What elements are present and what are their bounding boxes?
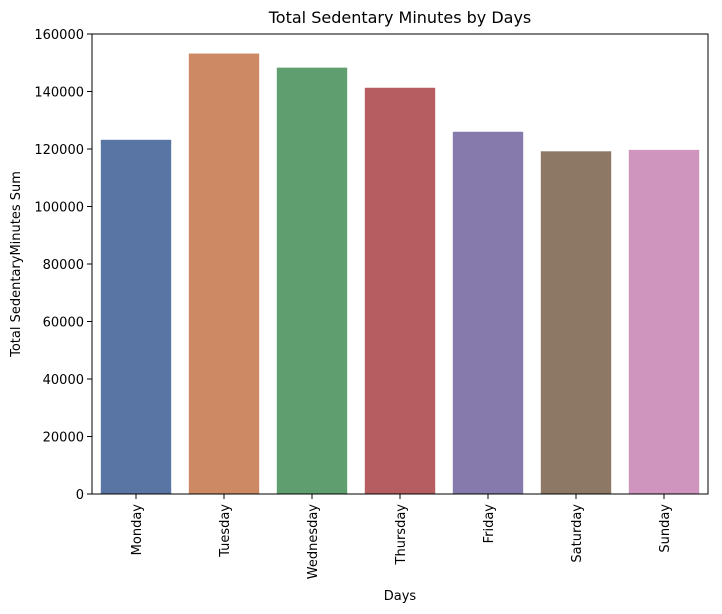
- x-axis: Monday Tuesday Wednesday Thursday Friday Satu…: [130, 494, 673, 579]
- bar-saturday: [540, 151, 612, 495]
- chart-title: Total Sedentary Minutes by Days: [268, 8, 532, 27]
- bar-wednesday: [276, 67, 348, 494]
- y-tick-label: 160000: [34, 28, 84, 43]
- x-tick-label-saturday: Saturday: [570, 504, 585, 563]
- x-axis-label: Days: [384, 589, 417, 604]
- plot-frame: [91, 33, 709, 495]
- x-tick-label-thursday: Thursday: [394, 504, 409, 566]
- x-tick-label-monday: Monday: [130, 504, 145, 556]
- bar-monday: [100, 139, 172, 495]
- x-tick-label-friday: Friday: [482, 504, 497, 544]
- y-axis: 0 20000 40000 60000 80000 100000 120000 140000 1…: [34, 28, 92, 503]
- x-tick-label-sunday: Sunday: [658, 504, 673, 553]
- bars-group: [100, 53, 700, 495]
- y-tick-label: 20000: [43, 431, 84, 446]
- y-tick-label: 140000: [34, 86, 84, 101]
- x-tick-label-tuesday: Tuesday: [218, 504, 233, 558]
- bar-tuesday: [188, 53, 260, 495]
- y-tick-label: 40000: [43, 373, 84, 388]
- y-tick-label: 80000: [43, 258, 84, 273]
- y-tick-label: 0: [76, 488, 84, 503]
- x-tick-label-wednesday: Wednesday: [306, 504, 321, 580]
- bar-friday: [452, 131, 524, 494]
- y-tick-label: 100000: [34, 201, 84, 216]
- y-tick-label: 120000: [34, 143, 84, 158]
- y-axis-label: Total SedentaryMinutes Sum: [9, 171, 24, 358]
- bar-sunday: [628, 149, 700, 495]
- y-tick-label: 60000: [43, 316, 84, 331]
- bar-thursday: [364, 87, 436, 494]
